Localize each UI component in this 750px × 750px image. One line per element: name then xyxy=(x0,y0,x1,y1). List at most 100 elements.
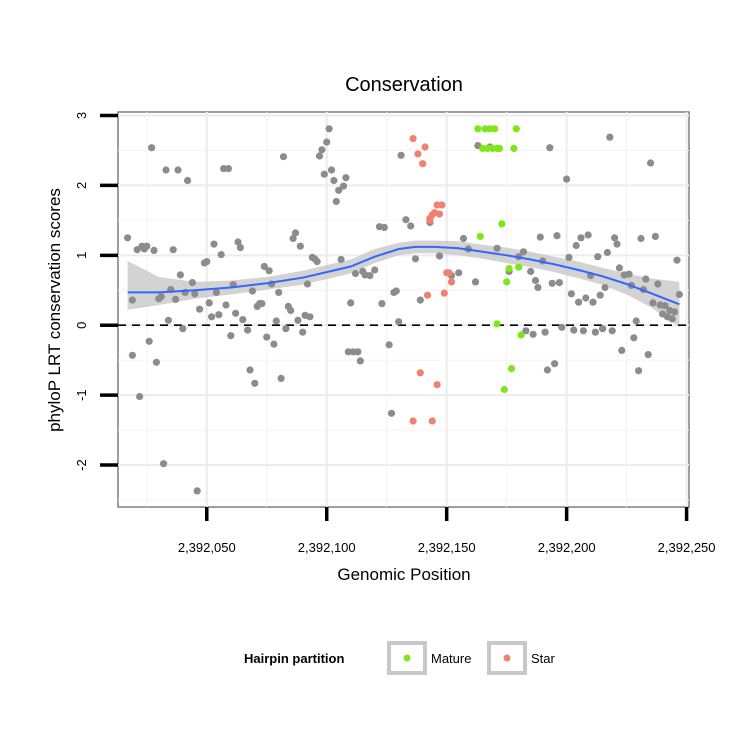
point-other xyxy=(208,313,215,320)
point-other xyxy=(146,338,153,345)
point-other xyxy=(244,327,251,334)
point-other xyxy=(170,246,177,253)
point-other xyxy=(671,308,678,315)
point-other xyxy=(455,269,462,276)
chart-title: Conservation xyxy=(345,74,463,96)
point-other xyxy=(196,306,203,313)
point-star xyxy=(417,369,424,376)
point-other xyxy=(633,317,640,324)
point-star xyxy=(424,292,431,299)
point-star xyxy=(448,278,455,285)
point-other xyxy=(357,357,364,364)
point-other xyxy=(537,234,544,241)
point-other xyxy=(558,324,565,331)
point-other xyxy=(287,307,294,314)
point-other xyxy=(280,153,287,160)
point-other xyxy=(630,334,637,341)
point-other xyxy=(162,166,169,173)
point-other xyxy=(292,229,299,236)
point-star xyxy=(414,150,421,157)
point-other xyxy=(246,366,253,373)
point-other xyxy=(323,139,330,146)
point-other xyxy=(136,393,143,400)
point-other xyxy=(592,329,599,336)
point-other xyxy=(189,279,196,286)
point-mature xyxy=(474,125,481,132)
point-other xyxy=(402,216,409,223)
point-other xyxy=(460,235,467,242)
point-star xyxy=(410,417,417,424)
point-other xyxy=(551,360,558,367)
point-other xyxy=(203,258,210,265)
point-other xyxy=(606,134,613,141)
y-tick-label: 3 xyxy=(74,112,89,119)
point-other xyxy=(282,325,289,332)
point-other xyxy=(676,291,683,298)
point-other xyxy=(553,232,560,239)
point-other xyxy=(371,266,378,273)
point-other xyxy=(669,315,676,322)
x-axis-label: Genomic Position xyxy=(337,565,470,584)
point-other xyxy=(278,375,285,382)
point-other xyxy=(556,279,563,286)
point-other xyxy=(306,313,313,320)
y-tick-label: -1 xyxy=(74,389,89,401)
point-other xyxy=(618,347,625,354)
point-other xyxy=(568,290,575,297)
x-tick-label: 2,392,100 xyxy=(298,540,356,555)
point-other xyxy=(378,300,385,307)
y-tick-label: 0 xyxy=(74,322,89,329)
point-other xyxy=(585,231,592,238)
point-other xyxy=(177,271,184,278)
point-other xyxy=(275,289,282,296)
point-other xyxy=(273,317,280,324)
point-other xyxy=(616,264,623,271)
point-star xyxy=(436,211,443,218)
point-other xyxy=(534,284,541,291)
point-other xyxy=(611,234,618,241)
point-other xyxy=(582,294,589,301)
legend-title: Hairpin partition xyxy=(244,651,344,666)
point-other xyxy=(542,329,549,336)
x-tick-label: 2,392,050 xyxy=(178,540,236,555)
point-star xyxy=(434,381,441,388)
point-mature xyxy=(510,145,517,152)
y-tick-label: 2 xyxy=(74,182,89,189)
point-mature xyxy=(496,145,503,152)
point-other xyxy=(649,299,656,306)
point-other xyxy=(218,251,225,258)
conservation-chart: Conservation 2,392,050 2,392,100 2,392,150… xyxy=(0,0,750,750)
point-other xyxy=(222,301,229,308)
point-other xyxy=(577,234,584,241)
point-other xyxy=(642,276,649,283)
point-other xyxy=(613,241,620,248)
point-other xyxy=(594,253,601,260)
point-other xyxy=(213,289,220,296)
point-other xyxy=(347,299,354,306)
point-other xyxy=(143,243,150,250)
point-other xyxy=(316,152,323,159)
point-mature xyxy=(494,320,501,327)
x-axis: 2,392,050 2,392,100 2,392,150 2,392,200 2,39… xyxy=(178,507,716,555)
point-other xyxy=(494,245,501,252)
point-other xyxy=(599,325,606,332)
point-mature xyxy=(498,220,505,227)
point-other xyxy=(232,310,239,317)
point-other xyxy=(381,224,388,231)
point-other xyxy=(532,277,539,284)
point-other xyxy=(160,460,167,467)
point-other xyxy=(321,171,328,178)
point-other xyxy=(609,327,616,334)
point-other xyxy=(412,255,419,262)
point-star xyxy=(446,269,453,276)
point-other xyxy=(589,299,596,306)
legend: Hairpin partition Mature Star xyxy=(244,643,556,673)
point-star xyxy=(441,290,448,297)
point-other xyxy=(158,293,165,300)
point-other xyxy=(215,311,222,318)
point-other xyxy=(544,366,551,373)
legend-label-mature: Mature xyxy=(431,651,471,666)
point-other xyxy=(338,256,345,263)
point-other xyxy=(436,252,443,259)
point-other xyxy=(395,318,402,325)
